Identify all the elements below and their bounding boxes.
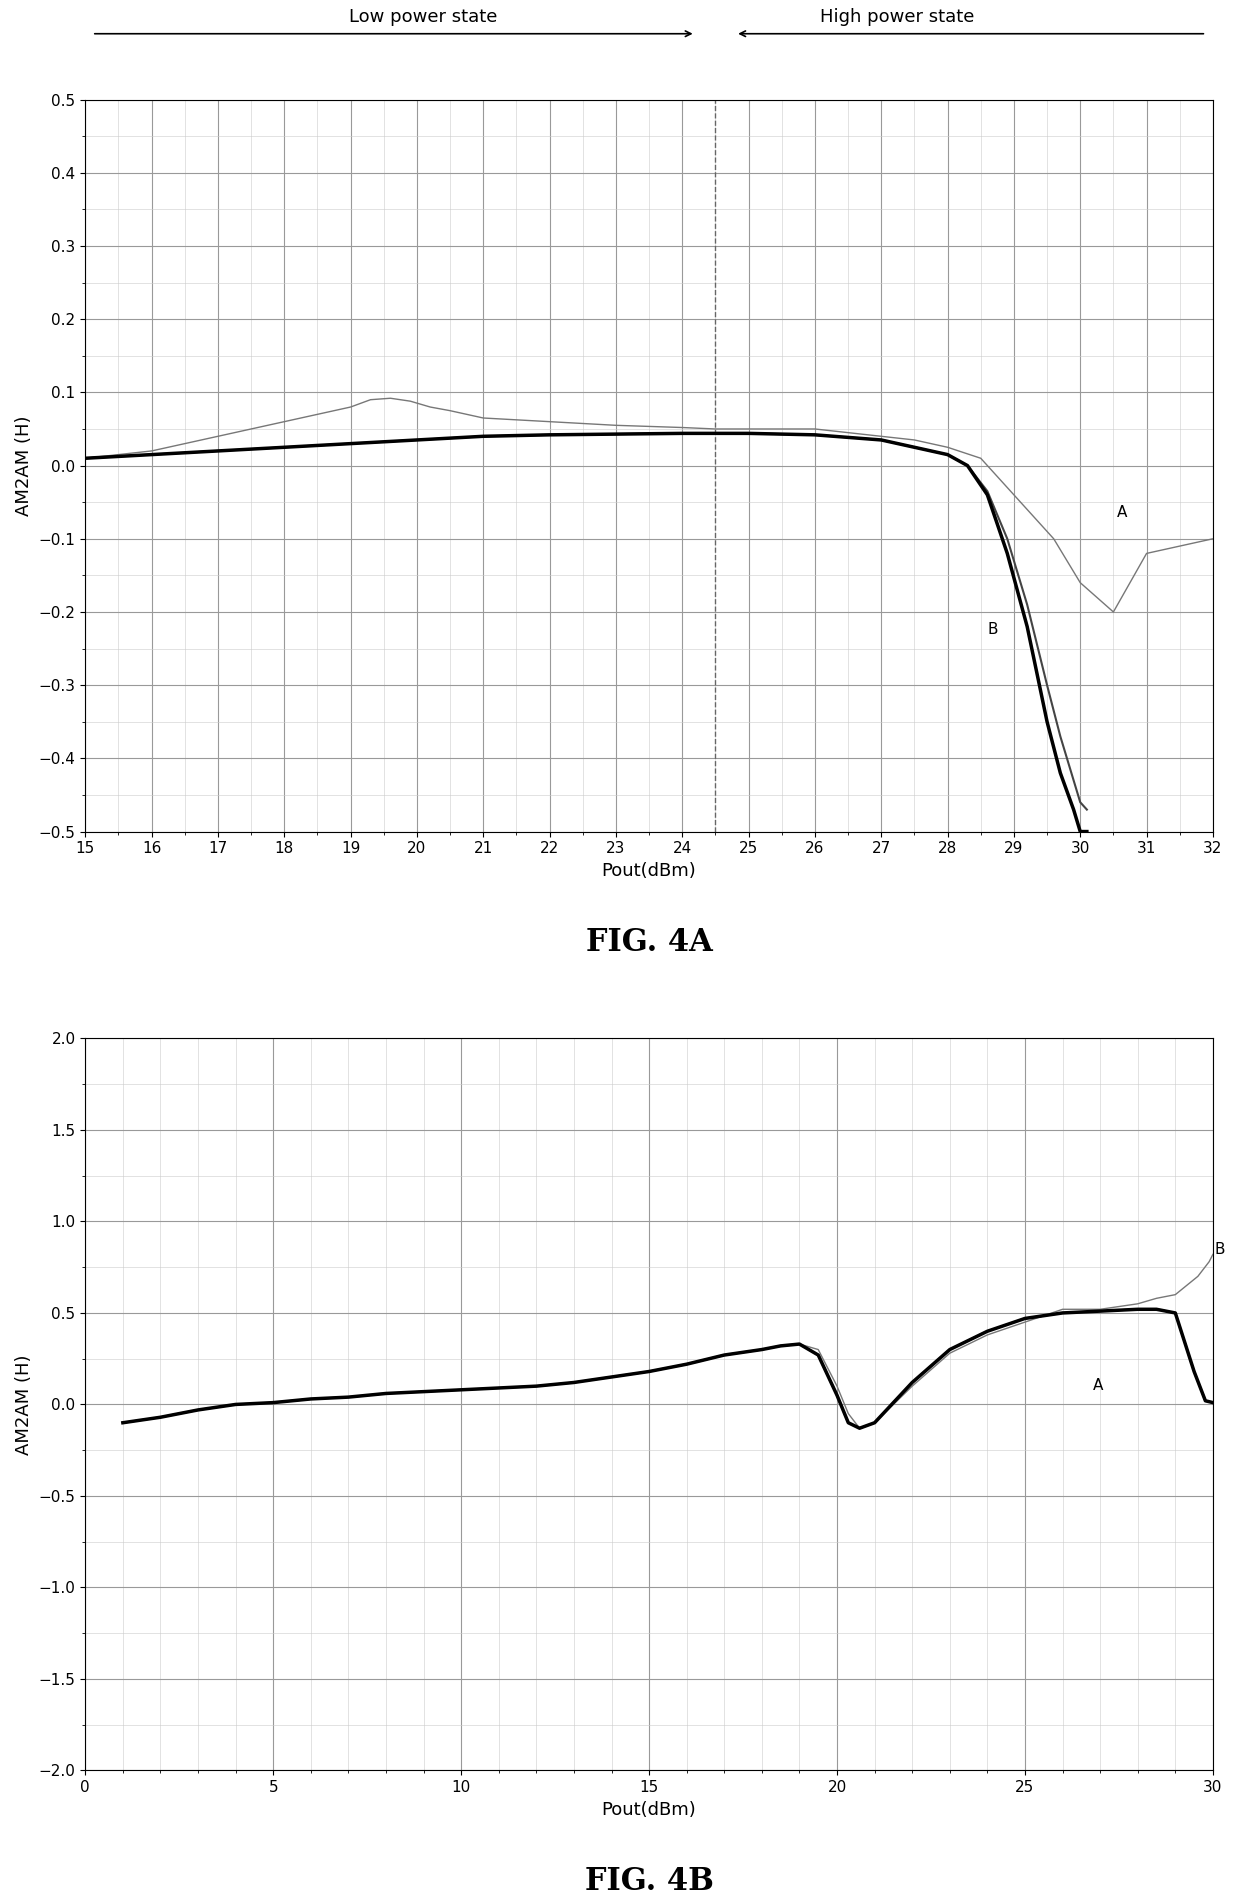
Text: B: B [1215,1243,1225,1258]
Text: B: B [987,622,998,638]
Text: A: A [1117,504,1127,520]
Text: A: A [1092,1378,1104,1393]
X-axis label: Pout(dBm): Pout(dBm) [601,862,697,879]
Text: High power state: High power state [820,8,975,27]
Text: FIG. 4B: FIG. 4B [584,1865,713,1897]
Y-axis label: AM2AM (H): AM2AM (H) [15,415,33,516]
Y-axis label: AM2AM (H): AM2AM (H) [15,1355,33,1454]
X-axis label: Pout(dBm): Pout(dBm) [601,1800,697,1819]
Text: FIG. 4A: FIG. 4A [585,927,713,957]
Text: Low power state: Low power state [350,8,497,27]
